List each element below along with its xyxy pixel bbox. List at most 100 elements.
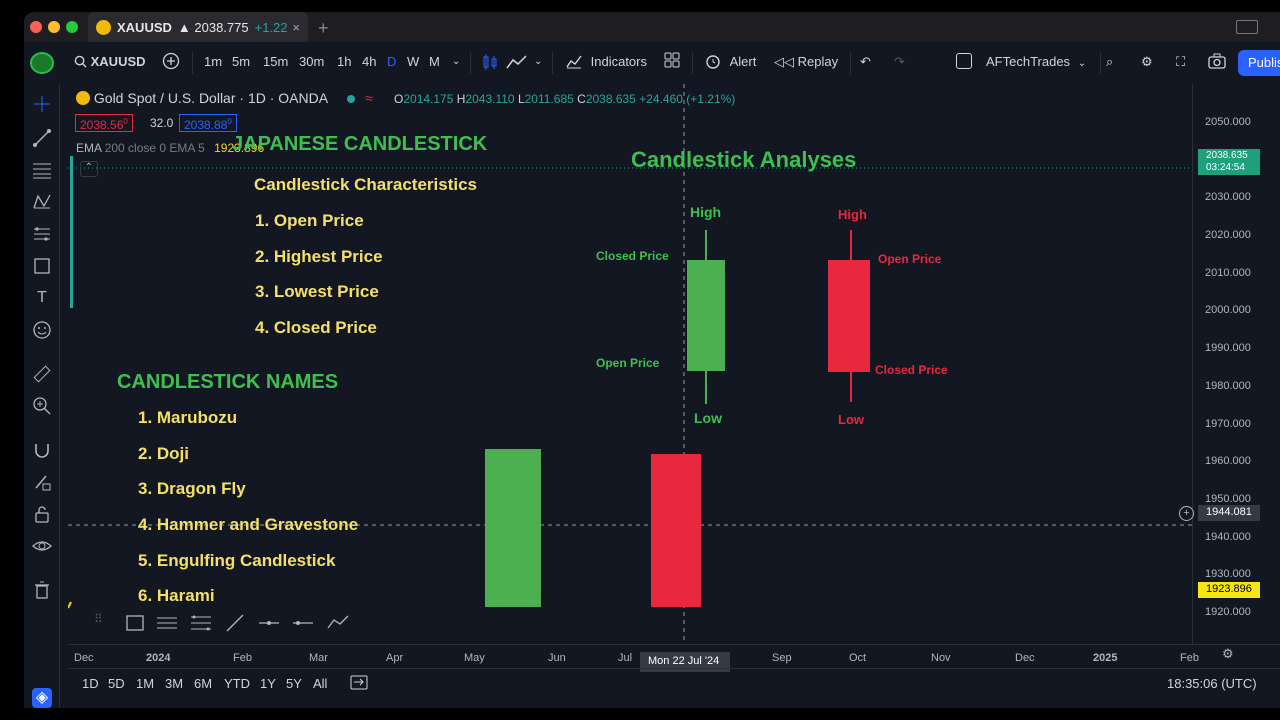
hide-drawings-tool[interactable] bbox=[32, 536, 52, 556]
range-5y[interactable]: 5Y bbox=[286, 676, 302, 691]
replay-button[interactable]: ◁◁ Replay bbox=[774, 54, 838, 70]
trendline-tool[interactable] bbox=[32, 128, 52, 148]
buy-button[interactable]: 2038.880 bbox=[179, 114, 237, 132]
zoom-window-button[interactable] bbox=[66, 21, 78, 33]
symbol-search-button[interactable]: XAUUSD bbox=[74, 54, 146, 69]
magnifier-icon: ⌕ bbox=[1106, 54, 1114, 69]
interval-1m[interactable]: 1m bbox=[204, 54, 223, 69]
fullscreen-button[interactable]: ⛶ bbox=[1176, 54, 1185, 70]
text-tool[interactable]: T bbox=[32, 288, 52, 308]
range-1d[interactable]: 1D bbox=[82, 676, 99, 691]
fib-tool[interactable] bbox=[32, 160, 52, 180]
drag-handle-icon[interactable]: ⠿ bbox=[94, 612, 103, 626]
interval-m[interactable]: M bbox=[429, 54, 440, 69]
path-tool[interactable] bbox=[326, 612, 349, 634]
range-all[interactable]: All bbox=[313, 676, 328, 691]
time-tick-label: Feb bbox=[233, 652, 252, 664]
interval-5m[interactable]: 5m bbox=[232, 54, 251, 69]
characteristics-title: Candlestick Characteristics bbox=[254, 175, 477, 194]
price-axis[interactable]: 2050.0002040.0002030.0002020.0002010.000… bbox=[1192, 84, 1280, 644]
icon-tool[interactable] bbox=[32, 320, 52, 340]
undo-button[interactable]: ↶ bbox=[860, 54, 871, 70]
lock-drawings-tool[interactable] bbox=[32, 472, 52, 492]
tab-close-icon[interactable]: × bbox=[292, 19, 300, 35]
symbol-title[interactable]: Gold Spot / U.S. Dollar · 1D · OANDA bbox=[93, 90, 328, 106]
quick-search-button[interactable]: ⌕ bbox=[1106, 54, 1113, 70]
lock-tool[interactable] bbox=[32, 504, 52, 524]
chart-type-line-button[interactable] bbox=[506, 53, 528, 74]
range-5d[interactable]: 5D bbox=[108, 676, 125, 691]
window-layout-icon[interactable] bbox=[1236, 20, 1258, 34]
path-icon bbox=[327, 615, 349, 629]
interval-15m[interactable]: 15m bbox=[263, 54, 289, 69]
sell-button[interactable]: 2038.560 bbox=[75, 114, 133, 132]
ema-legend[interactable]: EMA 200 close 0 EMA 5 1923.896 bbox=[76, 141, 264, 155]
publish-button[interactable]: Publis bbox=[1238, 50, 1280, 76]
range-3m[interactable]: 3M bbox=[165, 676, 184, 691]
goto-date-button[interactable] bbox=[350, 673, 368, 694]
horizontal-ray-tool[interactable] bbox=[258, 612, 280, 634]
characteristic-item: 4. Closed Price bbox=[255, 318, 377, 337]
prediction-tool[interactable] bbox=[32, 224, 52, 244]
interval-1h[interactable]: 1h bbox=[337, 54, 352, 69]
object-tree-button[interactable]: ◈ bbox=[32, 688, 52, 708]
measure-tool[interactable] bbox=[32, 364, 52, 384]
remove-drawings-tool[interactable] bbox=[32, 580, 52, 600]
layouts-button[interactable] bbox=[664, 52, 680, 71]
bar-countdown: 03:24:54 bbox=[1206, 162, 1245, 173]
collapse-legend-button[interactable]: ⌃ bbox=[80, 161, 98, 177]
price-tick-label: 2000.000 bbox=[1205, 304, 1251, 316]
close-window-button[interactable] bbox=[30, 21, 42, 33]
replay-label: Replay bbox=[797, 54, 839, 69]
range-6m[interactable]: 6M bbox=[194, 676, 213, 691]
interval-dropdown-icon[interactable]: ⌄ bbox=[452, 56, 461, 67]
chevron-down-icon: ⌄ bbox=[1077, 58, 1087, 69]
time-tick-label: 2024 bbox=[146, 652, 171, 664]
ema-price-label: 1923.896 bbox=[1198, 582, 1260, 598]
layout-name-dropdown[interactable]: AFTechTrades ⌄ bbox=[986, 54, 1086, 69]
settings-button[interactable]: ⚙ bbox=[1141, 54, 1153, 70]
interval-4h[interactable]: 4h bbox=[362, 54, 377, 69]
utc-clock[interactable]: 18:35:06 (UTC) bbox=[1167, 676, 1257, 691]
price-history-bar bbox=[70, 156, 73, 308]
horizontal-line-tool[interactable] bbox=[292, 612, 314, 634]
compare-symbol-button[interactable] bbox=[162, 52, 180, 73]
price-tick-label: 2020.000 bbox=[1205, 229, 1251, 241]
gear-icon: ⚙ bbox=[1141, 54, 1153, 69]
user-avatar[interactable] bbox=[30, 52, 54, 74]
shape-tool[interactable] bbox=[32, 256, 52, 276]
range-bar: 1D 5D 1M 3M 6M YTD 1Y 5Y All 18:35:06 (U… bbox=[68, 668, 1280, 696]
rewind-icon: ◁◁ bbox=[774, 54, 794, 69]
magnet-tool[interactable] bbox=[32, 440, 52, 460]
chart-type-candles-button[interactable] bbox=[482, 52, 498, 75]
redo-button[interactable]: ↷ bbox=[894, 54, 905, 70]
gold-coin-icon bbox=[76, 91, 90, 105]
interval-30m[interactable]: 30m bbox=[299, 54, 325, 69]
indicators-button[interactable]: Indicators bbox=[565, 52, 647, 70]
crosshair-tool[interactable] bbox=[32, 94, 52, 114]
interval-d[interactable]: D bbox=[387, 54, 397, 69]
pattern-tool[interactable] bbox=[32, 192, 52, 212]
range-1y[interactable]: 1Y bbox=[260, 676, 276, 691]
new-tab-button[interactable]: + bbox=[318, 18, 329, 38]
range-1m[interactable]: 1M bbox=[136, 676, 155, 691]
zoom-tool[interactable] bbox=[32, 396, 52, 416]
browser-tab[interactable]: XAUUSD ▲ 2038.775 +1.22 × bbox=[88, 12, 308, 42]
name-item: 5. Engulfing Candlestick bbox=[138, 551, 336, 570]
ema-label: EMA bbox=[76, 141, 102, 155]
snapshot-button[interactable] bbox=[1208, 53, 1226, 72]
trend-line-tool[interactable] bbox=[224, 612, 246, 634]
interval-w[interactable]: W bbox=[407, 54, 420, 69]
range-ytd[interactable]: YTD bbox=[224, 676, 250, 691]
chart-type-dropdown-icon[interactable]: ⌄ bbox=[534, 56, 543, 67]
ohlc-values: O2014.175 H2043.110 L2011.685 C2038.635 … bbox=[394, 92, 735, 106]
layout-square-icon[interactable] bbox=[956, 53, 972, 69]
symbol-legend: Gold Spot / U.S. Dollar · 1D · OANDA ≈ bbox=[76, 90, 373, 106]
minimize-window-button[interactable] bbox=[48, 21, 60, 33]
rectangle-tool[interactable] bbox=[124, 612, 146, 634]
axis-settings-button[interactable]: ⚙ bbox=[1222, 646, 1234, 662]
parallel-channel-tool[interactable] bbox=[156, 612, 178, 634]
fib-retracement-tool[interactable] bbox=[190, 612, 212, 634]
add-alert-plus-button[interactable]: + bbox=[1179, 506, 1194, 521]
alert-button[interactable]: Alert bbox=[704, 52, 756, 70]
